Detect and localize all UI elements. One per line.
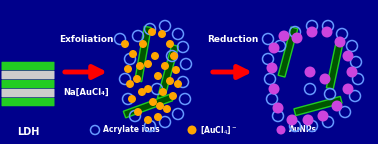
Polygon shape [158, 44, 178, 100]
Circle shape [121, 40, 129, 48]
Circle shape [163, 105, 171, 113]
Circle shape [129, 50, 137, 58]
Circle shape [161, 62, 169, 70]
Circle shape [144, 116, 152, 124]
Text: Reduction: Reduction [207, 35, 259, 43]
Circle shape [268, 42, 279, 54]
Circle shape [149, 98, 157, 106]
Circle shape [133, 75, 141, 83]
Text: Na[AuCl₄]: Na[AuCl₄] [63, 88, 109, 96]
Circle shape [287, 114, 297, 126]
Circle shape [148, 28, 156, 36]
Circle shape [276, 126, 285, 134]
Circle shape [151, 52, 159, 60]
Circle shape [138, 88, 146, 96]
Circle shape [139, 40, 147, 48]
Circle shape [322, 26, 333, 37]
Polygon shape [135, 26, 151, 82]
Circle shape [335, 36, 345, 48]
Polygon shape [326, 39, 344, 89]
Circle shape [342, 51, 353, 61]
Circle shape [273, 103, 284, 113]
Circle shape [169, 92, 177, 100]
Circle shape [174, 80, 182, 88]
Circle shape [126, 80, 134, 88]
Circle shape [266, 62, 277, 73]
Circle shape [124, 65, 132, 73]
FancyBboxPatch shape [2, 71, 54, 79]
Text: [AuCl$_4$]$^-$: [AuCl$_4$]$^-$ [200, 124, 237, 136]
FancyBboxPatch shape [2, 89, 54, 97]
Circle shape [172, 66, 180, 74]
Circle shape [342, 84, 353, 94]
FancyBboxPatch shape [2, 62, 54, 70]
Circle shape [268, 84, 279, 94]
Text: LDH: LDH [17, 127, 39, 137]
FancyBboxPatch shape [2, 98, 54, 106]
Circle shape [187, 126, 197, 134]
Circle shape [154, 72, 162, 80]
Polygon shape [278, 27, 298, 77]
Circle shape [319, 73, 330, 85]
Polygon shape [294, 96, 342, 116]
Circle shape [158, 30, 166, 38]
FancyBboxPatch shape [2, 80, 54, 88]
Circle shape [154, 113, 162, 121]
Circle shape [166, 77, 174, 85]
Circle shape [291, 33, 302, 43]
Circle shape [332, 101, 342, 111]
Circle shape [159, 88, 167, 96]
Circle shape [307, 26, 318, 37]
Text: Acrylate ions: Acrylate ions [103, 126, 160, 134]
Circle shape [305, 67, 316, 77]
Text: Exfoliation: Exfoliation [59, 35, 113, 43]
Circle shape [347, 67, 358, 77]
Circle shape [144, 85, 152, 93]
Circle shape [166, 40, 174, 48]
Circle shape [156, 102, 164, 110]
Circle shape [170, 52, 178, 60]
Circle shape [144, 60, 152, 68]
Circle shape [279, 31, 290, 41]
Circle shape [134, 108, 142, 116]
Text: AuNPs: AuNPs [289, 126, 317, 134]
Circle shape [302, 114, 313, 126]
Circle shape [318, 110, 328, 122]
Circle shape [136, 62, 144, 70]
Circle shape [128, 95, 136, 103]
Polygon shape [123, 94, 173, 118]
